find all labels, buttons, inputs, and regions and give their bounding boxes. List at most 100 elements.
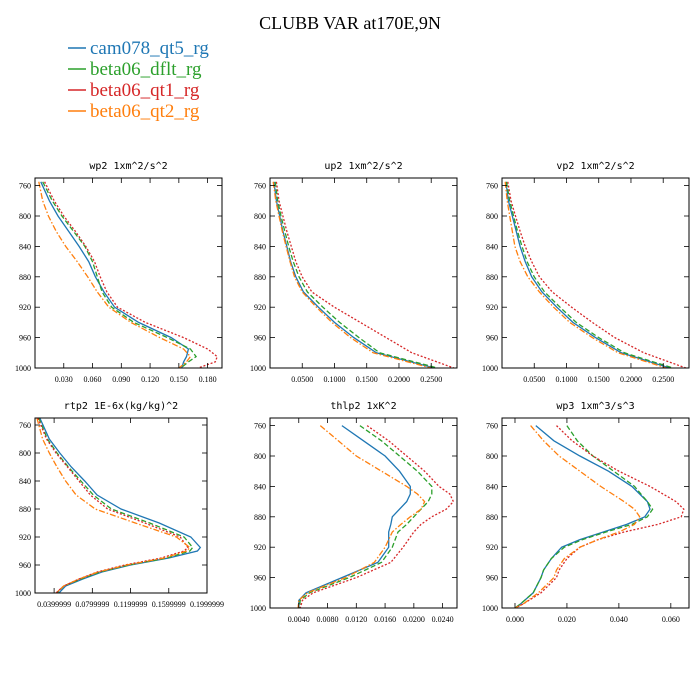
legend-label: beta06_qt2_rg bbox=[90, 101, 200, 122]
legend-entry: beta06_qt1_rg bbox=[68, 80, 200, 101]
y-tick-label: 880 bbox=[19, 273, 31, 282]
y-tick-label: 760 bbox=[254, 182, 266, 191]
series-line bbox=[298, 425, 433, 608]
y-tick-label: 760 bbox=[254, 422, 266, 431]
x-tick-label: 0.0799999 bbox=[75, 600, 109, 609]
x-tick-label: 0.060 bbox=[84, 375, 102, 384]
y-tick-label: 880 bbox=[486, 273, 498, 282]
legend-entry: cam078_qt5_rg bbox=[68, 38, 209, 59]
panel-title: wp3 1xm^3/s^3 bbox=[556, 401, 634, 412]
x-tick-label: 0.0080 bbox=[317, 615, 339, 624]
series-line bbox=[514, 425, 654, 608]
x-tick-label: 0.0040 bbox=[288, 615, 310, 624]
series-line bbox=[274, 181, 438, 368]
legend-label: cam078_qt5_rg bbox=[90, 38, 209, 59]
y-tick-label: 800 bbox=[254, 452, 266, 461]
x-tick-label: 0.0240 bbox=[432, 615, 454, 624]
y-tick-label: 960 bbox=[19, 334, 31, 343]
y-tick-label: 960 bbox=[486, 574, 498, 583]
legend-label: beta06_dflt_rg bbox=[90, 59, 202, 80]
y-tick-label: 800 bbox=[19, 212, 31, 221]
x-tick-label: 0.020 bbox=[558, 615, 576, 624]
legend-entry: beta06_qt2_rg bbox=[68, 101, 200, 122]
x-tick-label: 0.1000 bbox=[555, 375, 577, 384]
series-line bbox=[38, 418, 194, 593]
y-tick-label: 960 bbox=[486, 334, 498, 343]
x-tick-label: 0.1199999 bbox=[114, 600, 148, 609]
plot-frame bbox=[269, 177, 458, 369]
x-tick-label: 0.040 bbox=[610, 615, 628, 624]
x-tick-label: 0.150 bbox=[170, 375, 188, 384]
y-tick-label: 920 bbox=[486, 303, 498, 312]
y-tick-label: 1000 bbox=[15, 364, 31, 373]
y-tick-label: 920 bbox=[254, 543, 266, 552]
panel-title: thlp2 1xK^2 bbox=[330, 401, 396, 412]
y-tick-label: 760 bbox=[19, 182, 31, 191]
panel-title: rtp2 1E-6x(kg/kg)^2 bbox=[64, 401, 178, 412]
x-tick-label: 0.2500 bbox=[652, 375, 674, 384]
plot-frame bbox=[501, 417, 690, 609]
y-tick-label: 1000 bbox=[482, 604, 498, 613]
x-tick-label: 0.0399999 bbox=[37, 600, 71, 609]
figure-title: CLUBB VAR at170E,9N bbox=[259, 13, 441, 33]
series-line bbox=[36, 418, 191, 593]
y-tick-label: 960 bbox=[254, 574, 266, 583]
x-tick-label: 0.0200 bbox=[403, 615, 425, 624]
y-tick-label: 1000 bbox=[250, 364, 266, 373]
x-tick-label: 0.120 bbox=[141, 375, 159, 384]
series-line bbox=[514, 425, 685, 608]
series-line bbox=[39, 418, 202, 593]
y-tick-label: 1000 bbox=[250, 604, 266, 613]
y-tick-label: 840 bbox=[19, 477, 31, 486]
series-line bbox=[299, 425, 455, 608]
series-line bbox=[273, 181, 435, 368]
plot-frame bbox=[34, 417, 208, 594]
series-line bbox=[38, 181, 192, 368]
x-tick-label: 0.1500 bbox=[588, 375, 610, 384]
chart-panel: rtp2 1E-6x(kg/kg)^2 760 800 840 880 920 960 100… bbox=[15, 401, 224, 609]
x-tick-label: 0.0160 bbox=[374, 615, 396, 624]
y-tick-label: 920 bbox=[254, 303, 266, 312]
panel-title: up2 1xm^2/s^2 bbox=[324, 161, 402, 172]
y-tick-label: 760 bbox=[19, 421, 31, 430]
x-tick-label: 0.2000 bbox=[388, 375, 410, 384]
panel-title: wp2 1xm^2/s^2 bbox=[89, 161, 167, 172]
y-tick-label: 800 bbox=[19, 449, 31, 458]
plot-frame bbox=[501, 177, 690, 369]
panel-title: vp2 1xm^2/s^2 bbox=[556, 161, 634, 172]
x-tick-label: 0.030 bbox=[55, 375, 73, 384]
series-line bbox=[37, 418, 189, 593]
y-tick-label: 880 bbox=[254, 273, 266, 282]
x-tick-label: 0.060 bbox=[662, 615, 680, 624]
series-line bbox=[514, 425, 651, 608]
x-tick-label: 0.1500 bbox=[356, 375, 378, 384]
y-tick-label: 880 bbox=[254, 513, 266, 522]
series-line bbox=[44, 181, 218, 368]
y-tick-label: 840 bbox=[19, 242, 31, 251]
x-tick-label: 0.1000 bbox=[323, 375, 345, 384]
x-tick-label: 0.0500 bbox=[291, 375, 313, 384]
x-tick-label: 0.1999999 bbox=[190, 600, 224, 609]
series-line bbox=[514, 425, 641, 608]
series-line bbox=[505, 181, 674, 368]
series-line bbox=[505, 181, 670, 368]
x-tick-label: 0.0120 bbox=[345, 615, 367, 624]
y-tick-label: 840 bbox=[486, 242, 498, 251]
chart-panel: wp3 1xm^3/s^3 760 800 840 880 920 960 1000 0.000… bbox=[482, 401, 690, 624]
series-line bbox=[40, 181, 190, 368]
y-tick-label: 880 bbox=[19, 505, 31, 514]
legend-entry: beta06_dflt_rg bbox=[68, 59, 202, 80]
y-tick-label: 840 bbox=[486, 482, 498, 491]
plot-frame bbox=[269, 417, 458, 609]
series-line bbox=[507, 181, 687, 368]
y-tick-label: 840 bbox=[254, 242, 266, 251]
y-tick-label: 920 bbox=[486, 543, 498, 552]
chart-panel: thlp2 1xK^2 760 800 840 880 920 960 1000 0.0040 0… bbox=[250, 401, 458, 624]
series-line bbox=[42, 181, 198, 368]
panels: wp2 1xm^2/s^2 760 800 840 880 920 960 1000 0.030… bbox=[15, 161, 690, 624]
y-tick-label: 760 bbox=[486, 182, 498, 191]
y-tick-label: 840 bbox=[254, 482, 266, 491]
x-tick-label: 0.2000 bbox=[620, 375, 642, 384]
series-line bbox=[504, 181, 667, 368]
